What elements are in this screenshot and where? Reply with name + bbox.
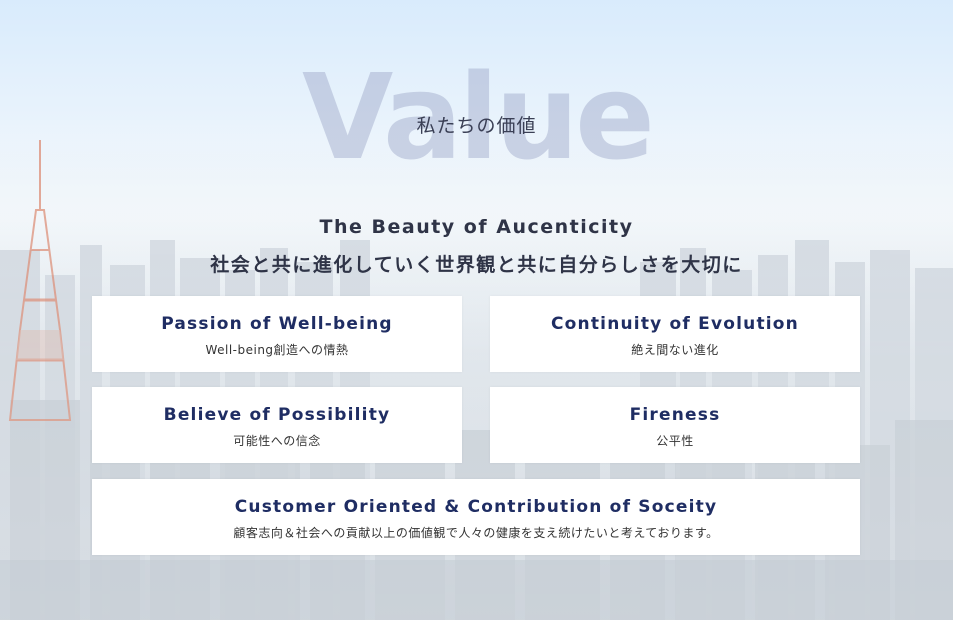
value-card-description: Well-being創造への情熱	[205, 343, 349, 357]
tagline-jp: 社会と共に進化していく世界観と共に自分らしさを大切に	[210, 254, 743, 276]
value-card-title: Continuity of Evolution	[550, 314, 799, 334]
value-card-believe: Believe of Possibility 可能性への信念	[92, 387, 462, 463]
value-card-customer-oriented: Customer Oriented & Contribution of Soce…	[92, 479, 860, 555]
value-card-description: 公平性	[656, 434, 694, 448]
value-card-description: 絶え間ない進化	[631, 343, 719, 357]
value-card-fireness: Fireness 公平性	[490, 387, 860, 463]
value-card-description: 可能性への信念	[233, 434, 321, 448]
tagline-en: The Beauty of Aucenticity	[319, 216, 634, 238]
value-watermark: Value	[302, 48, 655, 186]
value-card-continuity: Continuity of Evolution 絶え間ない進化	[490, 296, 860, 372]
tower-icon	[8, 140, 72, 421]
value-card-title: Believe of Possibility	[163, 405, 391, 425]
value-card-title: Passion of Well-being	[161, 314, 393, 334]
value-card-title: Fireness	[629, 405, 721, 425]
value-card-description: 顧客志向＆社会への貢献以上の価値観で人々の健康を支え続けたいと考えております。	[233, 526, 719, 540]
section-subtitle: 私たちの価値	[416, 115, 537, 137]
value-card-passion: Passion of Well-being Well-being創造への情熱	[92, 296, 462, 372]
value-card-title: Customer Oriented & Contribution of Soce…	[234, 497, 718, 517]
